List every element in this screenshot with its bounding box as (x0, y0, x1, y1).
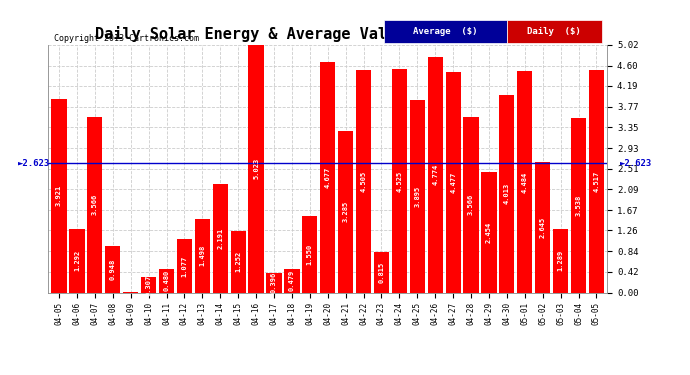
Text: 0.480: 0.480 (164, 270, 170, 291)
Bar (52, 99, 67, 292)
Text: 1.292: 1.292 (74, 250, 80, 271)
Bar (141, 278, 156, 292)
Bar (374, 252, 389, 292)
FancyBboxPatch shape (506, 20, 602, 42)
Bar (428, 57, 443, 292)
Text: 0.479: 0.479 (289, 270, 295, 291)
Text: 2.645: 2.645 (540, 217, 546, 238)
Text: 2.191: 2.191 (217, 228, 224, 249)
Text: 4.505: 4.505 (361, 171, 366, 192)
Text: 3.538: 3.538 (575, 195, 582, 216)
Bar (177, 239, 192, 292)
Text: ►2.623: ►2.623 (18, 159, 50, 168)
Bar (105, 246, 120, 292)
Bar (571, 118, 586, 292)
Bar (356, 70, 371, 292)
Text: 4.774: 4.774 (432, 164, 438, 186)
Text: 4.477: 4.477 (450, 171, 456, 193)
Text: 1.252: 1.252 (235, 251, 242, 272)
Bar (213, 184, 228, 292)
Bar (500, 94, 515, 292)
Bar (195, 219, 210, 292)
Bar (464, 117, 479, 292)
Bar (553, 229, 569, 292)
Text: 0.815: 0.815 (379, 262, 384, 283)
Title: Daily Solar Energy & Average Value  Mon May 6 05:52: Daily Solar Energy & Average Value Mon M… (95, 27, 560, 42)
Text: 3.285: 3.285 (343, 201, 348, 222)
Bar (230, 231, 246, 292)
Text: 4.677: 4.677 (325, 166, 331, 188)
Text: 0.948: 0.948 (110, 258, 116, 280)
Text: ►2.623: ►2.623 (620, 159, 652, 168)
Bar (482, 171, 497, 292)
Text: 3.566: 3.566 (92, 194, 98, 215)
Bar (70, 229, 85, 292)
Bar (284, 269, 299, 292)
Text: 2.454: 2.454 (486, 221, 492, 243)
Bar (159, 269, 174, 292)
Text: 4.525: 4.525 (396, 170, 402, 192)
Bar (338, 130, 353, 292)
Text: 5.023: 5.023 (253, 158, 259, 179)
Text: 0.396: 0.396 (271, 272, 277, 293)
Bar (446, 72, 461, 292)
Text: 3.566: 3.566 (468, 194, 474, 215)
FancyBboxPatch shape (384, 20, 506, 42)
Bar (302, 216, 317, 292)
Bar (248, 45, 264, 292)
Text: 4.013: 4.013 (504, 183, 510, 204)
Text: 3.895: 3.895 (414, 186, 420, 207)
Bar (535, 162, 551, 292)
Text: 1.550: 1.550 (307, 244, 313, 265)
Bar (410, 100, 425, 292)
Text: 1.077: 1.077 (181, 255, 188, 277)
Text: 1.498: 1.498 (199, 245, 206, 266)
Bar (87, 117, 103, 292)
Bar (320, 62, 335, 292)
Text: Average  ($): Average ($) (413, 27, 477, 36)
Text: 1.289: 1.289 (558, 250, 564, 272)
Text: 4.517: 4.517 (593, 171, 600, 192)
Text: Daily  ($): Daily ($) (527, 27, 581, 36)
Text: Copyright 2013 Cartronics.com: Copyright 2013 Cartronics.com (54, 33, 199, 42)
Text: 4.484: 4.484 (522, 171, 528, 193)
Bar (518, 71, 533, 292)
Text: 3.921: 3.921 (56, 185, 62, 207)
Bar (266, 273, 282, 292)
Bar (589, 70, 604, 292)
Text: 0.307: 0.307 (146, 274, 152, 296)
Bar (392, 69, 407, 292)
